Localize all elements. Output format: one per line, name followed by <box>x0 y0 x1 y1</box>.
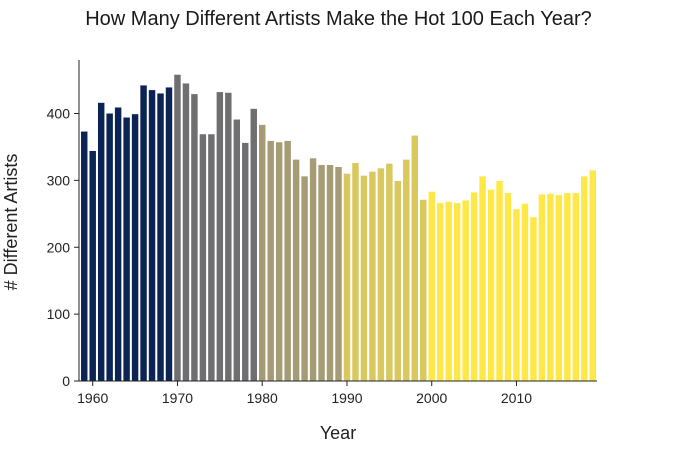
bar-2017 <box>572 193 580 381</box>
bars-group <box>81 74 596 382</box>
y-tick-label: 300 <box>47 172 71 188</box>
x-tick-label: 1980 <box>247 390 278 406</box>
chart-title: How Many Different Artists Make the Hot … <box>85 8 592 30</box>
bar-1997 <box>403 159 410 381</box>
bar-1972 <box>191 94 198 382</box>
bar-1986 <box>309 158 317 381</box>
y-tick-label: 0 <box>62 373 70 389</box>
bar-2009 <box>504 193 512 381</box>
bar-1993 <box>369 171 376 381</box>
x-tick-label: 2000 <box>416 390 447 406</box>
bar-1970 <box>174 74 181 382</box>
bar-2003 <box>453 203 461 381</box>
bar-1977 <box>233 119 241 382</box>
bar-2010 <box>513 209 520 381</box>
bar-1974 <box>208 134 215 381</box>
bar-2019 <box>589 170 596 381</box>
bar-1964 <box>123 117 130 381</box>
x-tick-label: 1990 <box>331 390 362 406</box>
bar-1987 <box>318 164 325 381</box>
bar-2007 <box>487 189 495 381</box>
bar-1991 <box>352 162 359 381</box>
bar-1989 <box>335 167 342 381</box>
bar-1980 <box>259 124 266 382</box>
bar-2016 <box>564 193 571 381</box>
bar-1978 <box>242 142 249 381</box>
bar-1966 <box>140 85 147 381</box>
x-axis-title: Year <box>320 423 356 443</box>
bar-1961 <box>97 102 105 382</box>
bar-1960 <box>89 150 96 381</box>
bar-1975 <box>216 92 224 381</box>
bar-2008 <box>496 181 503 381</box>
bar-1979 <box>250 108 257 381</box>
bar-2006 <box>479 176 486 381</box>
bar-1988 <box>326 164 334 381</box>
bar-1985 <box>301 176 308 381</box>
x-tick-label: 2010 <box>501 390 532 406</box>
bar-1981 <box>267 140 274 381</box>
bar-1999 <box>420 199 427 381</box>
bar-1962 <box>106 113 113 381</box>
bar-1996 <box>394 181 402 381</box>
bar-1976 <box>225 92 232 382</box>
bar-1959 <box>81 131 88 381</box>
bar-1984 <box>292 159 300 381</box>
bar-2005 <box>470 192 478 381</box>
bar-2013 <box>538 194 546 381</box>
y-tick-label: 200 <box>47 239 71 255</box>
bar-1968 <box>157 93 164 381</box>
x-ticks-group: 1960 1970 1980 1990 2000 2010 <box>77 381 532 406</box>
bar-2011 <box>521 203 529 381</box>
bar-2000 <box>428 191 435 381</box>
bar-2004 <box>462 200 469 381</box>
bar-1971 <box>182 83 190 381</box>
bar-1998 <box>411 135 418 381</box>
y-axis-title: # Different Artists <box>1 154 21 291</box>
bar-1995 <box>386 163 393 381</box>
bar-1969 <box>165 87 173 382</box>
bar-1973 <box>199 134 207 381</box>
y-tick-label: 400 <box>47 106 71 122</box>
bar-1967 <box>148 90 156 381</box>
x-tick-label: 1960 <box>77 390 108 406</box>
bar-2014 <box>547 193 554 381</box>
bar-1982 <box>275 142 283 381</box>
bar-1963 <box>114 107 122 381</box>
bar-2001 <box>436 203 444 381</box>
bar-2012 <box>530 217 537 381</box>
bar-1990 <box>343 173 351 381</box>
bar-1992 <box>360 175 368 381</box>
bar-2002 <box>445 201 452 381</box>
y-ticks-group: 0 100 200 300 400 <box>47 106 79 389</box>
x-tick-label: 1970 <box>162 390 193 406</box>
bar-1983 <box>284 140 291 381</box>
bar-1965 <box>131 114 139 382</box>
bar-1994 <box>377 168 385 381</box>
bar-2015 <box>555 195 563 381</box>
bar-2018 <box>581 176 588 381</box>
y-tick-label: 100 <box>47 306 71 322</box>
